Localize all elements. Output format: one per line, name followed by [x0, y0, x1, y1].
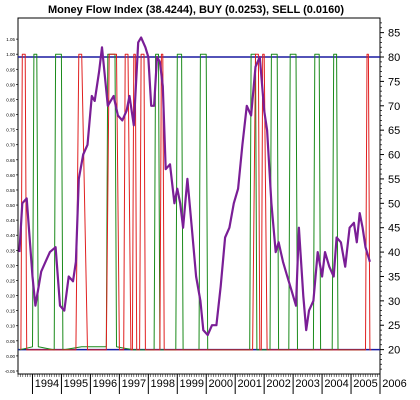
right-tick-label: 25 [388, 320, 400, 332]
x-tick-label: 1998 [151, 378, 175, 390]
x-tick-label: 1995 [64, 378, 88, 390]
right-tick-label: 55 [388, 174, 400, 186]
left-tick-label: 0.00 [6, 354, 15, 359]
left-tick-label: 0.60 [6, 173, 15, 178]
left-tick-label: 0.45 [6, 218, 15, 223]
plot-area [17, 17, 381, 375]
right-tick-label: 30 [388, 296, 400, 308]
left-tick-label: 0.10 [6, 324, 15, 329]
left-tick-label: 0.05 [6, 339, 15, 344]
x-tick-label: 2001 [237, 378, 261, 390]
x-tick-label: 2006 [382, 378, 406, 390]
x-tick-label: 1996 [93, 378, 117, 390]
x-tick-label: 1997 [122, 378, 146, 390]
mfi-line [18, 36, 371, 337]
x-tick-label: 2004 [324, 378, 348, 390]
right-tick-label: 50 [388, 198, 400, 210]
left-tick-label: 0.55 [6, 188, 15, 193]
right-tick-label: 80 [388, 52, 400, 64]
x-axis: 1994 1995 1996 1997 1998 1999 2000 2001 2002 2003… [17, 374, 407, 394]
right-tick-label: 45 [388, 223, 400, 235]
x-tick-label: 2000 [208, 378, 232, 390]
right-y-axis: 85 80 75 70 65 60 55 50 45 40 35 30 25 20 [380, 22, 400, 370]
left-tick-label: 0.50 [6, 203, 15, 208]
x-tick-label: 2003 [295, 378, 319, 390]
left-tick-label: 0.65 [6, 158, 15, 163]
left-tick-label: 0.30 [6, 263, 15, 268]
right-tick-label: 65 [388, 125, 400, 137]
right-tick-label: 60 [388, 150, 400, 162]
left-tick-label: 0.40 [6, 233, 15, 238]
left-tick-label: 0.85 [6, 97, 15, 102]
buy-signal-line [20, 53, 372, 351]
right-tick-label: 40 [388, 247, 400, 259]
left-tick-label: 0.95 [6, 67, 15, 72]
left-tick-label: 0.15 [6, 309, 15, 314]
x-tick-label: 2005 [353, 378, 377, 390]
x-tick-label: 1994 [35, 378, 59, 390]
left-tick-label: 0.25 [6, 278, 15, 283]
chart-title: Money Flow Index (38.4244), BUY (0.0253)… [48, 4, 344, 16]
right-tick-label: 70 [388, 101, 400, 113]
left-tick-label: 1.05 [6, 37, 15, 42]
left-tick-label: 0.20 [6, 294, 15, 299]
left-tick-label: 0.80 [6, 113, 15, 118]
left-tick-label: 0.70 [6, 143, 15, 148]
left-tick-label: 0.35 [6, 248, 15, 253]
x-tick-label: 2002 [266, 378, 290, 390]
right-tick-label: 35 [388, 271, 400, 283]
right-tick-label: 75 [388, 76, 400, 88]
left-tick-label: 0.75 [6, 128, 15, 133]
x-tick-label: 1999 [180, 378, 204, 390]
left-y-axis: 1.05 1.00 0.95 0.90 0.85 0.80 0.75 0.70 0.65 0.60… [5, 37, 18, 374]
left-tick-label: 0.90 [6, 82, 15, 87]
left-tick-label: -0.05 [5, 369, 16, 374]
left-tick-label: 1.00 [6, 52, 15, 57]
right-tick-label: 85 [388, 28, 400, 40]
right-tick-label: 20 [388, 345, 400, 357]
